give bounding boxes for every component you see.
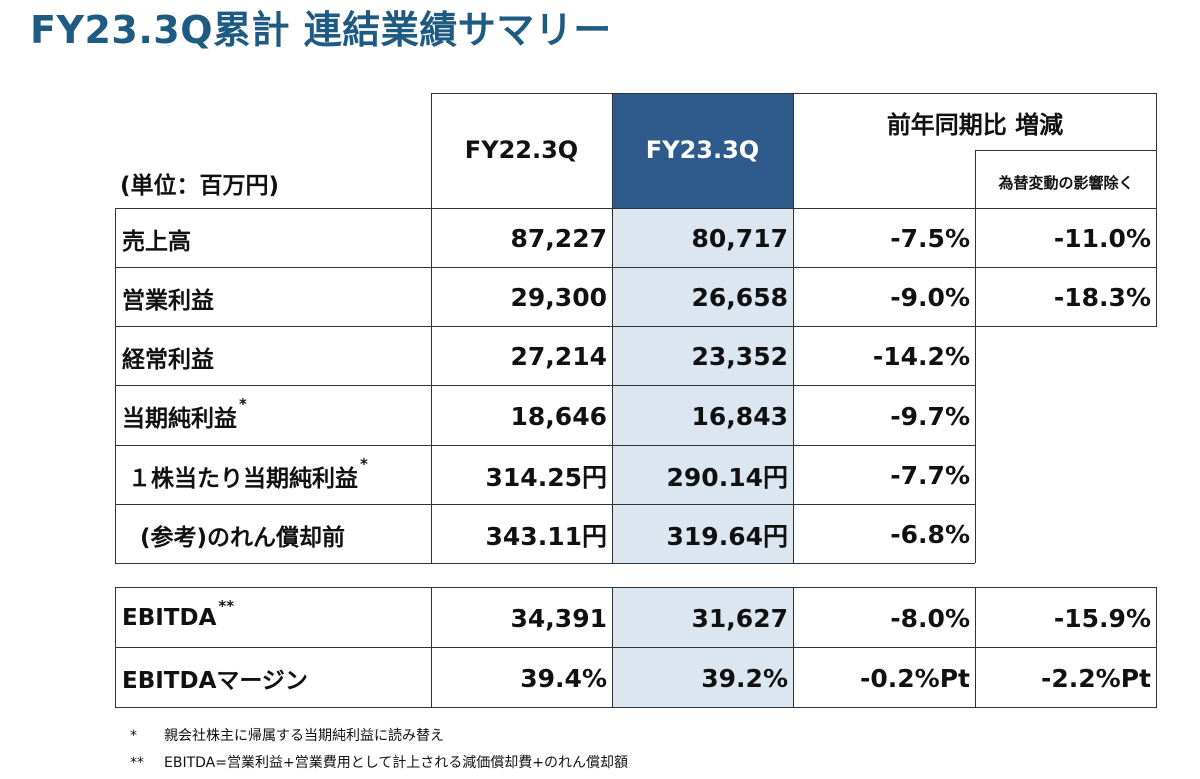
row-value-curr: 80,717 — [691, 224, 788, 253]
table-border — [115, 385, 975, 386]
row-value-yoy: -7.7% — [890, 461, 970, 490]
row-label: 当期純利益 * — [122, 395, 247, 432]
row-value-prev: 29,300 — [510, 283, 607, 312]
row-label: 営業利益 — [122, 287, 214, 314]
footnote: * 親会社株主に帰属する当期純利益に読み替え — [130, 728, 444, 744]
footnote-mark: * — [239, 395, 247, 413]
ebitda-value-fx: -15.9% — [1053, 603, 1151, 633]
row-value-yoy: -6.8% — [890, 520, 970, 549]
ebitda-margin-prev: 39.4% — [520, 663, 607, 693]
table-border — [975, 150, 976, 563]
table-border — [612, 93, 613, 563]
row-value-yoy: -9.0% — [890, 283, 970, 312]
table-border — [612, 587, 613, 708]
ebitda-margin-fx: -2.2%Pt — [1041, 663, 1151, 693]
table-border — [115, 208, 1157, 209]
table-border — [115, 563, 975, 564]
table-border — [115, 208, 116, 563]
row-label: １株当たり当期純利益 * — [128, 454, 368, 492]
ebitda-margin-curr: 39.2% — [701, 663, 788, 693]
row-value-prev: 27,214 — [510, 342, 607, 371]
ebitda-margin-yoy: -0.2%Pt — [860, 663, 970, 693]
row-value-fx: -11.0% — [1053, 224, 1151, 253]
unit-label: (単位：百万円) — [120, 173, 280, 199]
row-label: 売上高 — [122, 228, 191, 255]
ebitda-value-curr: 31,627 — [691, 603, 788, 633]
current-period-header-fill — [612, 93, 793, 208]
table-border — [115, 445, 975, 446]
column-header-curr: FY23.3Q — [645, 136, 760, 164]
column-header-yoy: 前年同期比 増減 — [886, 110, 1064, 139]
ebitda-value-yoy: -8.0% — [890, 603, 970, 633]
row-value-fx: -18.3% — [1053, 283, 1151, 312]
row-value-curr: 16,843 — [691, 401, 788, 431]
row-value-yoy: -7.5% — [890, 224, 970, 253]
table-border — [431, 93, 1157, 94]
row-value-prev: 314.25円 — [485, 462, 607, 492]
table-border — [431, 587, 432, 708]
row-value-prev: 343.11円 — [485, 521, 607, 551]
row-label: (参考)のれん償却前 — [140, 524, 346, 551]
footnote: ** EBITDA=営業利益+営業費用として計上される減価償却費+のれん償却額 — [130, 755, 629, 771]
table-border — [1156, 93, 1157, 326]
row-value-yoy: -9.7% — [890, 401, 970, 431]
table-border — [793, 93, 794, 563]
row-value-yoy: -14.2% — [872, 342, 970, 371]
row-value-curr: 23,352 — [691, 342, 788, 371]
table-border — [115, 326, 1157, 327]
ebitda-value-prev: 34,391 — [510, 603, 607, 633]
page-title: FY23.3Q累計 連結業績サマリー — [30, 8, 612, 52]
table-border — [115, 647, 1157, 648]
row-value-curr: 26,658 — [691, 283, 788, 312]
table-border — [115, 504, 975, 505]
row-value-curr: 290.14円 — [666, 462, 788, 492]
footnote-mark: * — [360, 454, 368, 473]
row-label: 経常利益 — [122, 346, 214, 373]
table-border — [115, 267, 1157, 268]
row-value-curr: 319.64円 — [666, 521, 788, 551]
column-header-prev: FY22.3Q — [464, 136, 579, 164]
row-value-prev: 18,646 — [510, 401, 607, 431]
ebitda-row-label: EBITDA ** — [122, 597, 235, 631]
table-border — [431, 93, 432, 563]
column-header-fx: 為替変動の影響除く — [998, 173, 1134, 192]
table-border — [975, 150, 1157, 151]
row-value-prev: 87,227 — [510, 224, 607, 253]
table-border — [793, 587, 794, 708]
footnote-mark: ** — [218, 597, 235, 615]
table-border — [975, 587, 976, 708]
ebitda-margin-label: EBITDAマージン — [122, 668, 308, 694]
